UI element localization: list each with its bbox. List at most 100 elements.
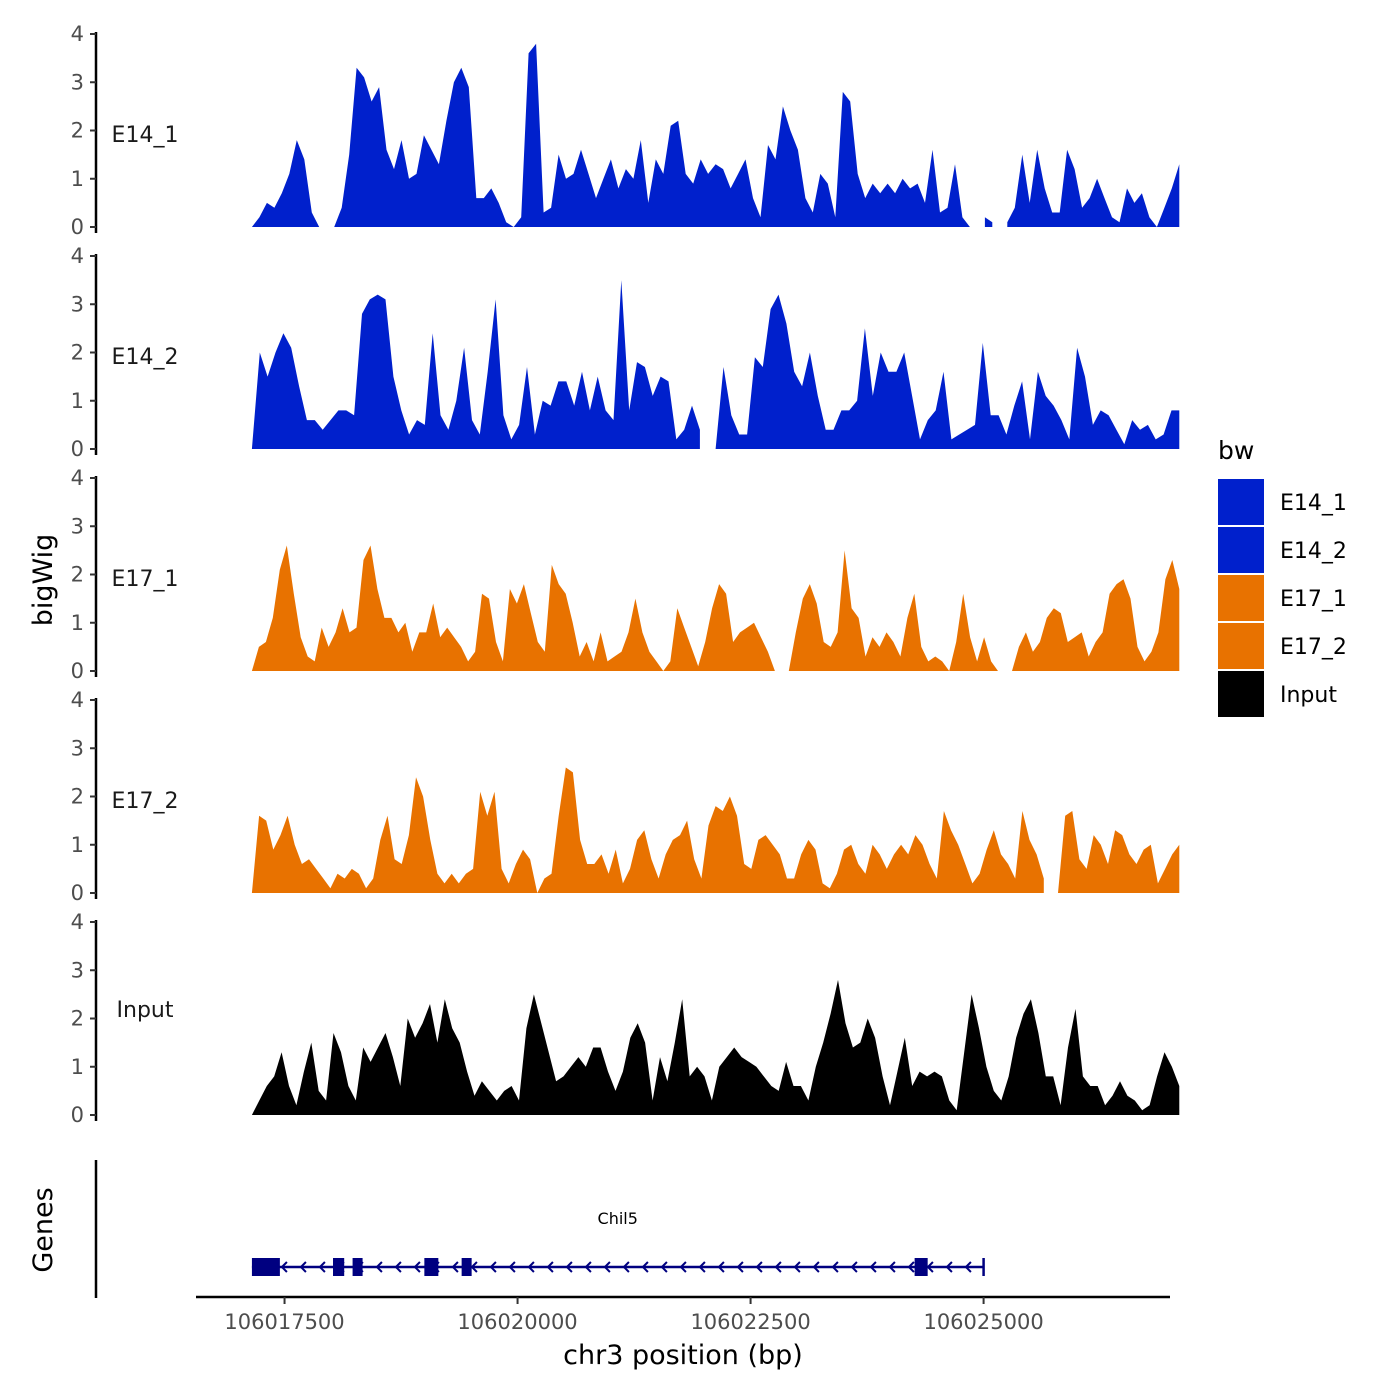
strand-chevron (793, 1261, 801, 1273)
x-tick-label: 106022500 (690, 1310, 810, 1334)
y-tick-label: 4 (71, 688, 84, 712)
legend-swatch (1218, 671, 1264, 717)
x-tick-label: 106017500 (224, 1310, 344, 1334)
y-tick-label: 0 (71, 659, 84, 683)
coverage-area (251, 545, 775, 671)
strand-chevron (489, 1261, 497, 1273)
exon-block (251, 1258, 280, 1276)
y-tick-label: 4 (71, 910, 84, 934)
legend: bw E14_1 E14_2 E17_1 E17_2 Input (1218, 436, 1347, 717)
y-tick-label: 4 (71, 466, 84, 490)
y-tick-label: 1 (71, 1055, 84, 1079)
y-tick-label: 1 (71, 833, 84, 857)
strand-chevron (565, 1261, 573, 1273)
strand-chevron (622, 1261, 630, 1273)
track-label: E17_2 (112, 789, 179, 814)
y-tick-label: 2 (71, 563, 84, 587)
track-e14-1: 0 1 2 3 4 E14_1 (71, 22, 1180, 239)
strand-chevron (641, 1261, 649, 1273)
strand-chevron (299, 1261, 307, 1273)
legend-swatch (1218, 479, 1264, 525)
strand-chevron (603, 1261, 611, 1273)
y-tick-label: 3 (71, 736, 84, 760)
strand-chevron (318, 1261, 326, 1273)
strand-chevron (907, 1261, 915, 1273)
exon-block (424, 1258, 439, 1276)
strand-chevron (584, 1261, 592, 1273)
legend-label: Input (1280, 683, 1337, 708)
y-tick-label: 1 (71, 611, 84, 635)
strand-chevron (470, 1261, 478, 1273)
coverage-area (1012, 560, 1180, 671)
strand-chevron (508, 1261, 516, 1273)
strand-chevron (926, 1261, 934, 1273)
exon-block (352, 1258, 363, 1276)
coverage-area (251, 280, 700, 449)
strand-chevron (527, 1261, 535, 1273)
y-tick-label: 4 (71, 244, 84, 268)
strand-chevron (375, 1261, 383, 1273)
y-tick-label: 1 (71, 389, 84, 413)
coverage-area (715, 294, 1180, 449)
genes-axis-title: Genes (28, 1187, 59, 1272)
y-tick-label: 1 (71, 167, 84, 191)
strand-chevron (413, 1261, 421, 1273)
strand-chevron (451, 1261, 459, 1273)
strand-chevron (812, 1261, 820, 1273)
y-tick-label: 3 (71, 292, 84, 316)
legend-title: bw (1218, 436, 1254, 465)
track-label: Input (117, 998, 174, 1023)
y-tick-label: 3 (71, 70, 84, 94)
strand-chevron (280, 1261, 288, 1273)
y-tick-label: 2 (71, 341, 84, 365)
track-e17-2: 0 1 2 3 4 E17_2 (71, 688, 1180, 905)
coverage-area (334, 43, 970, 228)
legend-swatch (1218, 575, 1264, 621)
y-tick-label: 0 (71, 437, 84, 461)
coverage-area (984, 217, 993, 227)
legend-label: E17_2 (1280, 635, 1347, 660)
y-tick-label: 4 (71, 22, 84, 46)
coverage-area (251, 767, 1044, 893)
coverage-area (1007, 149, 1180, 227)
strand-chevron (869, 1261, 877, 1273)
strand-chevron (546, 1261, 554, 1273)
strand-chevron (660, 1261, 668, 1273)
strand-chevron (964, 1261, 972, 1273)
legend-swatch (1218, 623, 1264, 669)
y-tick-label: 0 (71, 215, 84, 239)
legend-swatch (1218, 527, 1264, 573)
coverage-area (1058, 811, 1180, 893)
track-label: E14_2 (112, 345, 179, 370)
track-e17-1: 0 1 2 3 4 E17_1 (71, 466, 1180, 683)
coverage-area (251, 979, 1180, 1115)
strand-chevron (394, 1261, 402, 1273)
y-tick-label: 2 (71, 1007, 84, 1031)
track-e14-2: 0 1 2 3 4 E14_2 (71, 244, 1180, 461)
legend-label: E14_2 (1280, 539, 1347, 564)
x-axis-title: chr3 position (bp) (563, 1340, 803, 1371)
y-tick-label: 0 (71, 1103, 84, 1127)
bigwig-tracks: 0 1 2 3 4 E14_1 0 1 2 3 4 E14_2 0 1 2 3 4 E17_1 0 1 2 3 4 E17_2… (71, 22, 1180, 1127)
strand-chevron (736, 1261, 744, 1273)
coverage-area (251, 140, 320, 227)
y-tick-label: 0 (71, 881, 84, 905)
y-tick-label: 3 (71, 958, 84, 982)
strand-chevron (945, 1261, 953, 1273)
y-tick-label: 2 (71, 785, 84, 809)
legend-label: E17_1 (1280, 587, 1347, 612)
y-tick-label: 2 (71, 119, 84, 143)
strand-chevron (698, 1261, 706, 1273)
gene-label: Chil5 (598, 1209, 638, 1228)
gene-track-panel: Chil5 (94, 1160, 985, 1298)
x-tick-label: 106025000 (923, 1310, 1043, 1334)
strand-chevron (717, 1261, 725, 1273)
exon-block (461, 1258, 472, 1276)
strand-chevron (888, 1261, 896, 1273)
strand-chevron (755, 1261, 763, 1273)
exon-block (333, 1258, 345, 1276)
x-tick-label: 106020000 (457, 1310, 577, 1334)
y-axis-title: bigWig (28, 534, 59, 627)
y-tick-label: 3 (71, 514, 84, 538)
coverage-area (788, 550, 998, 671)
